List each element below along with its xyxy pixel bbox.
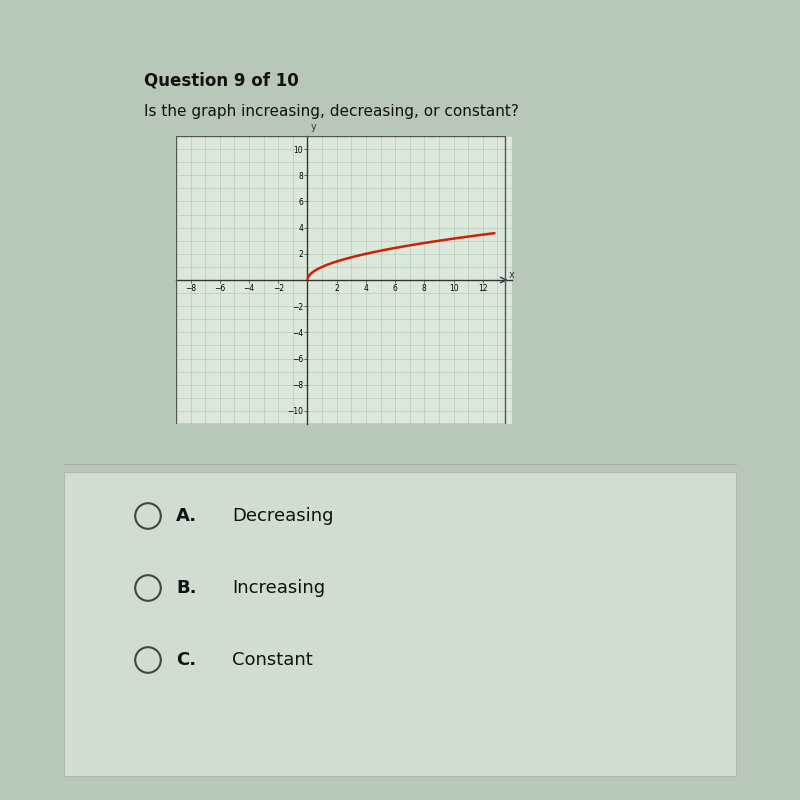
Text: B.: B.	[176, 579, 197, 597]
Text: Question 9 of 10: Question 9 of 10	[144, 72, 298, 90]
Text: x: x	[509, 270, 515, 280]
Text: Constant: Constant	[232, 651, 313, 669]
Text: y: y	[310, 122, 316, 132]
Text: Decreasing: Decreasing	[232, 507, 334, 525]
Text: Is the graph increasing, decreasing, or constant?: Is the graph increasing, decreasing, or …	[144, 104, 519, 119]
Text: A.: A.	[176, 507, 197, 525]
Text: Increasing: Increasing	[232, 579, 325, 597]
Text: C.: C.	[176, 651, 196, 669]
